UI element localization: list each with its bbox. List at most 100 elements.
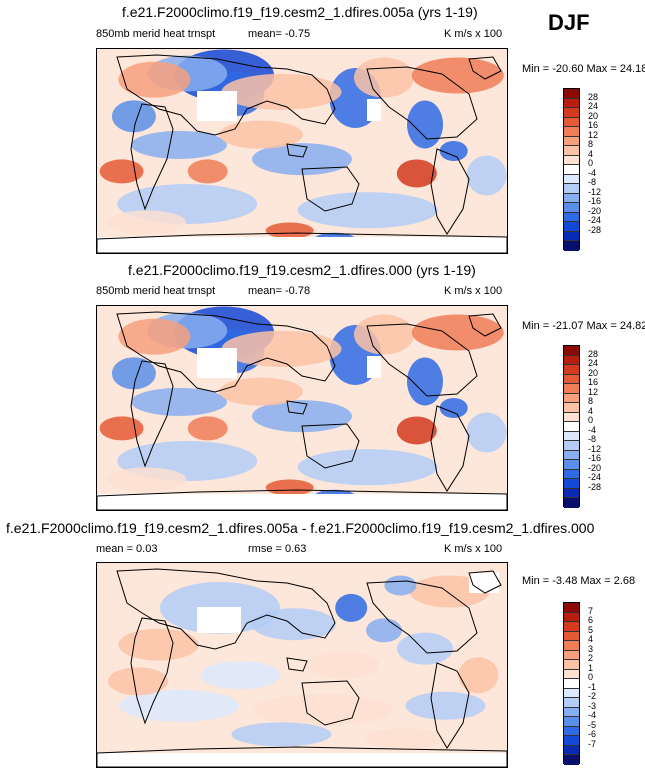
colorbar-tick-label: 8 bbox=[588, 396, 594, 407]
coastline bbox=[286, 400, 308, 415]
field-contour bbox=[99, 159, 144, 184]
coastline bbox=[97, 746, 507, 767]
panel1-units-label: K m/s x 100 bbox=[444, 28, 503, 40]
missing-data-area bbox=[97, 753, 507, 767]
colorbar-cell bbox=[564, 127, 579, 137]
colorbar-tick-label: 12 bbox=[588, 129, 599, 140]
field-contour bbox=[111, 357, 156, 390]
field-contour bbox=[297, 192, 438, 229]
colorbar-tick-label: -16 bbox=[588, 453, 602, 464]
panel1-mean-label: mean= -0.75 bbox=[248, 28, 311, 40]
field-contour bbox=[187, 416, 228, 441]
coastline bbox=[130, 360, 174, 468]
coastline bbox=[430, 662, 470, 749]
field-contour bbox=[106, 210, 187, 235]
map-field-svg bbox=[97, 563, 507, 767]
colorbar-cell bbox=[564, 355, 579, 366]
colorbar-cell bbox=[564, 374, 579, 385]
colorbar-tick-label: -4 bbox=[588, 167, 597, 178]
field-contour bbox=[118, 61, 191, 98]
colorbar-cell bbox=[564, 717, 579, 727]
colorbar-tick-label: -12 bbox=[588, 186, 602, 197]
panel3-mean-label: mean = 0.03 bbox=[96, 543, 158, 555]
field-contour bbox=[131, 387, 227, 416]
colorbar-tick-label: 24 bbox=[588, 101, 599, 112]
coastline bbox=[97, 489, 507, 510]
colorbar-cell bbox=[564, 146, 579, 156]
colorbar-cell bbox=[564, 346, 579, 356]
field-contour bbox=[221, 330, 342, 367]
missing-data-area bbox=[367, 356, 381, 378]
colorbar-tick-label: 0 bbox=[588, 672, 594, 683]
map-field-svg bbox=[97, 49, 507, 253]
field-contour bbox=[396, 416, 437, 445]
colorbar-tick-label: -2 bbox=[588, 691, 597, 702]
field-contour bbox=[405, 691, 486, 720]
field-contour bbox=[407, 100, 443, 149]
colorbar-cell bbox=[564, 498, 579, 508]
coastline bbox=[301, 680, 360, 726]
colorbar-tick-label: 4 bbox=[588, 634, 594, 645]
colorbar-cell bbox=[564, 612, 579, 623]
colorbar-cell bbox=[564, 736, 579, 746]
colorbar-tick-label: 20 bbox=[588, 367, 599, 378]
panel1-title: f.e21.F2000climo.f19_f19.cesm2_1.dfires.… bbox=[122, 4, 478, 20]
colorbar-cell bbox=[564, 479, 579, 489]
field-contour bbox=[252, 400, 352, 433]
colorbar-cell bbox=[564, 165, 579, 175]
colorbar-cell bbox=[564, 384, 579, 394]
panel2-colorbar bbox=[563, 345, 580, 508]
field-contour bbox=[265, 222, 314, 239]
colorbar-cell bbox=[564, 155, 579, 166]
coastline bbox=[301, 423, 360, 469]
field-contour bbox=[231, 722, 332, 747]
field-contour bbox=[411, 314, 504, 351]
coastline bbox=[366, 66, 478, 140]
missing-data-area bbox=[197, 607, 241, 633]
colorbar-cell bbox=[564, 660, 579, 670]
colorbar-tick-label: -6 bbox=[588, 729, 597, 740]
field-contour bbox=[354, 57, 414, 98]
colorbar-tick-label: -24 bbox=[588, 472, 602, 483]
missing-data-area bbox=[367, 99, 381, 121]
colorbar-cell bbox=[564, 89, 579, 99]
colorbar-tick-label: 5 bbox=[588, 624, 594, 635]
colorbar-cell bbox=[564, 222, 579, 232]
colorbar-tick-label: 7 bbox=[588, 605, 594, 616]
field-contour bbox=[354, 314, 414, 355]
coastline bbox=[430, 148, 470, 235]
colorbar-tick-label: 8 bbox=[588, 139, 594, 150]
panel1-map bbox=[96, 48, 508, 254]
missing-data-area bbox=[97, 494, 507, 510]
missing-data-area bbox=[197, 348, 237, 378]
colorbar-cell bbox=[564, 460, 579, 470]
colorbar-cell bbox=[564, 422, 579, 432]
coastline bbox=[366, 323, 478, 397]
colorbar-tick-label: -12 bbox=[588, 443, 602, 454]
colorbar-cell bbox=[564, 231, 579, 242]
field-contour bbox=[307, 651, 379, 679]
colorbar-cell bbox=[564, 108, 579, 118]
field-contour bbox=[265, 479, 314, 496]
colorbar-tick-label: -7 bbox=[588, 738, 597, 749]
panel1-colorbar bbox=[563, 88, 580, 251]
colorbar-tick-label: -28 bbox=[588, 481, 602, 492]
colorbar-tick-label: 12 bbox=[588, 386, 599, 397]
coastline bbox=[468, 313, 502, 337]
missing-data-area bbox=[197, 91, 237, 121]
colorbar-cell bbox=[564, 631, 579, 642]
missing-data-area bbox=[469, 573, 499, 593]
colorbar-tick-label: 28 bbox=[588, 91, 599, 102]
coastline bbox=[130, 103, 174, 211]
panel2-mean-label: mean= -0.78 bbox=[248, 285, 311, 297]
field-contour bbox=[439, 398, 468, 418]
field-contour bbox=[252, 693, 393, 726]
colorbar-tick-label: 3 bbox=[588, 643, 594, 654]
panel3-minmax: Min = -3.48 Max = 2.68 bbox=[522, 575, 636, 587]
colorbar-cell bbox=[564, 488, 579, 499]
colorbar-cell bbox=[564, 450, 579, 461]
field-contour bbox=[111, 100, 156, 133]
colorbar-cell bbox=[564, 193, 579, 204]
colorbar-cell bbox=[564, 412, 579, 423]
colorbar-tick-label: -5 bbox=[588, 719, 597, 730]
